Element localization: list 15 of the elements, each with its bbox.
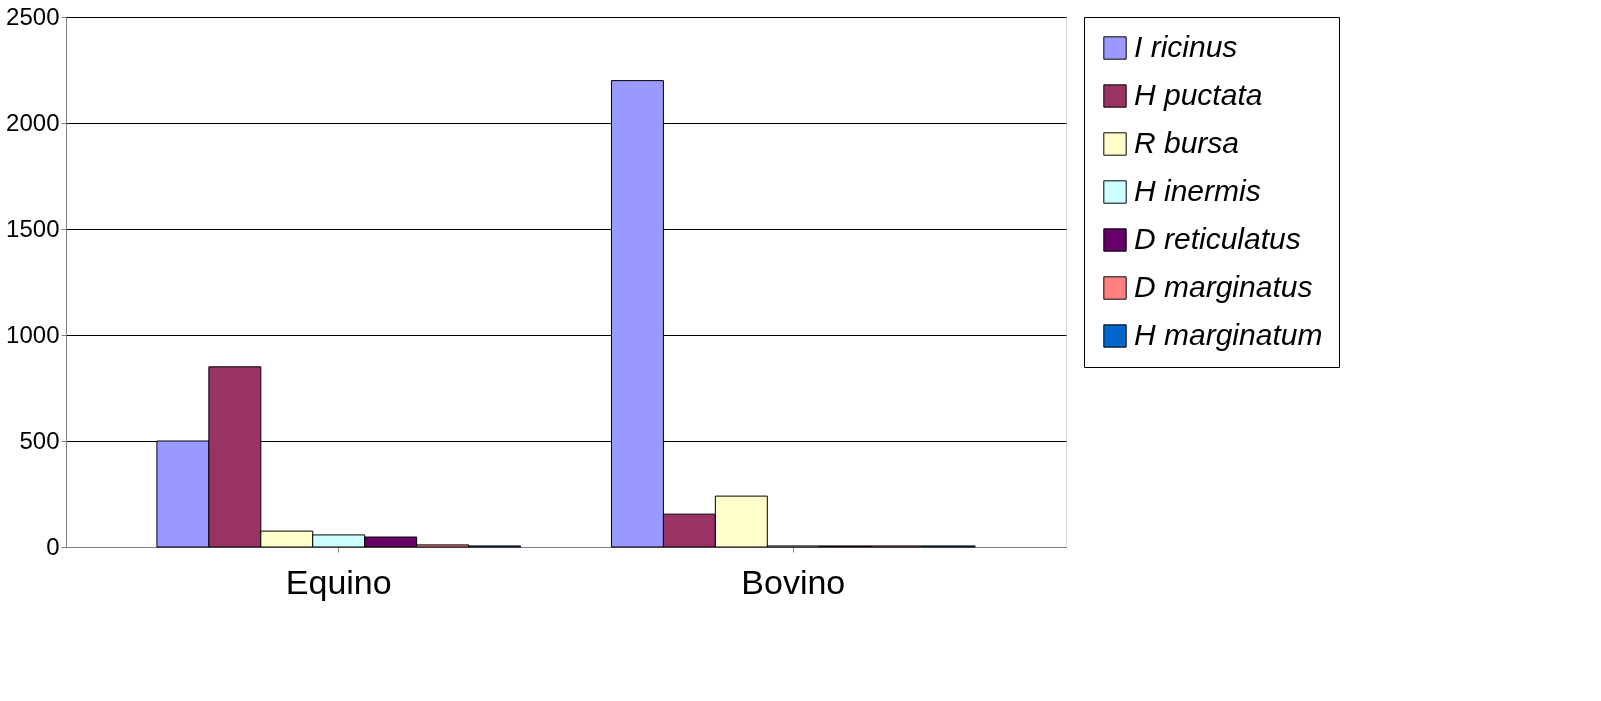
x-tick-label: Bovino xyxy=(741,562,846,601)
y-tick-label: 0 xyxy=(46,532,60,560)
legend-label: H inermis xyxy=(1134,174,1261,207)
legend-label: D marginatus xyxy=(1134,270,1313,303)
x-tick-label: Equino xyxy=(285,562,392,601)
legend-label: H marginatum xyxy=(1134,318,1323,351)
legend-label: I ricinus xyxy=(1134,30,1238,63)
y-tick-label: 1000 xyxy=(6,320,60,348)
legend-label: D reticulatus xyxy=(1134,222,1301,255)
y-tick-label: 1500 xyxy=(6,214,60,242)
y-tick-label: 2000 xyxy=(6,108,60,136)
y-tick-label: 500 xyxy=(19,426,60,454)
legend-label: H puctata xyxy=(1134,78,1263,111)
y-tick-label: 2500 xyxy=(6,2,60,30)
legend-label: R bursa xyxy=(1134,126,1240,159)
